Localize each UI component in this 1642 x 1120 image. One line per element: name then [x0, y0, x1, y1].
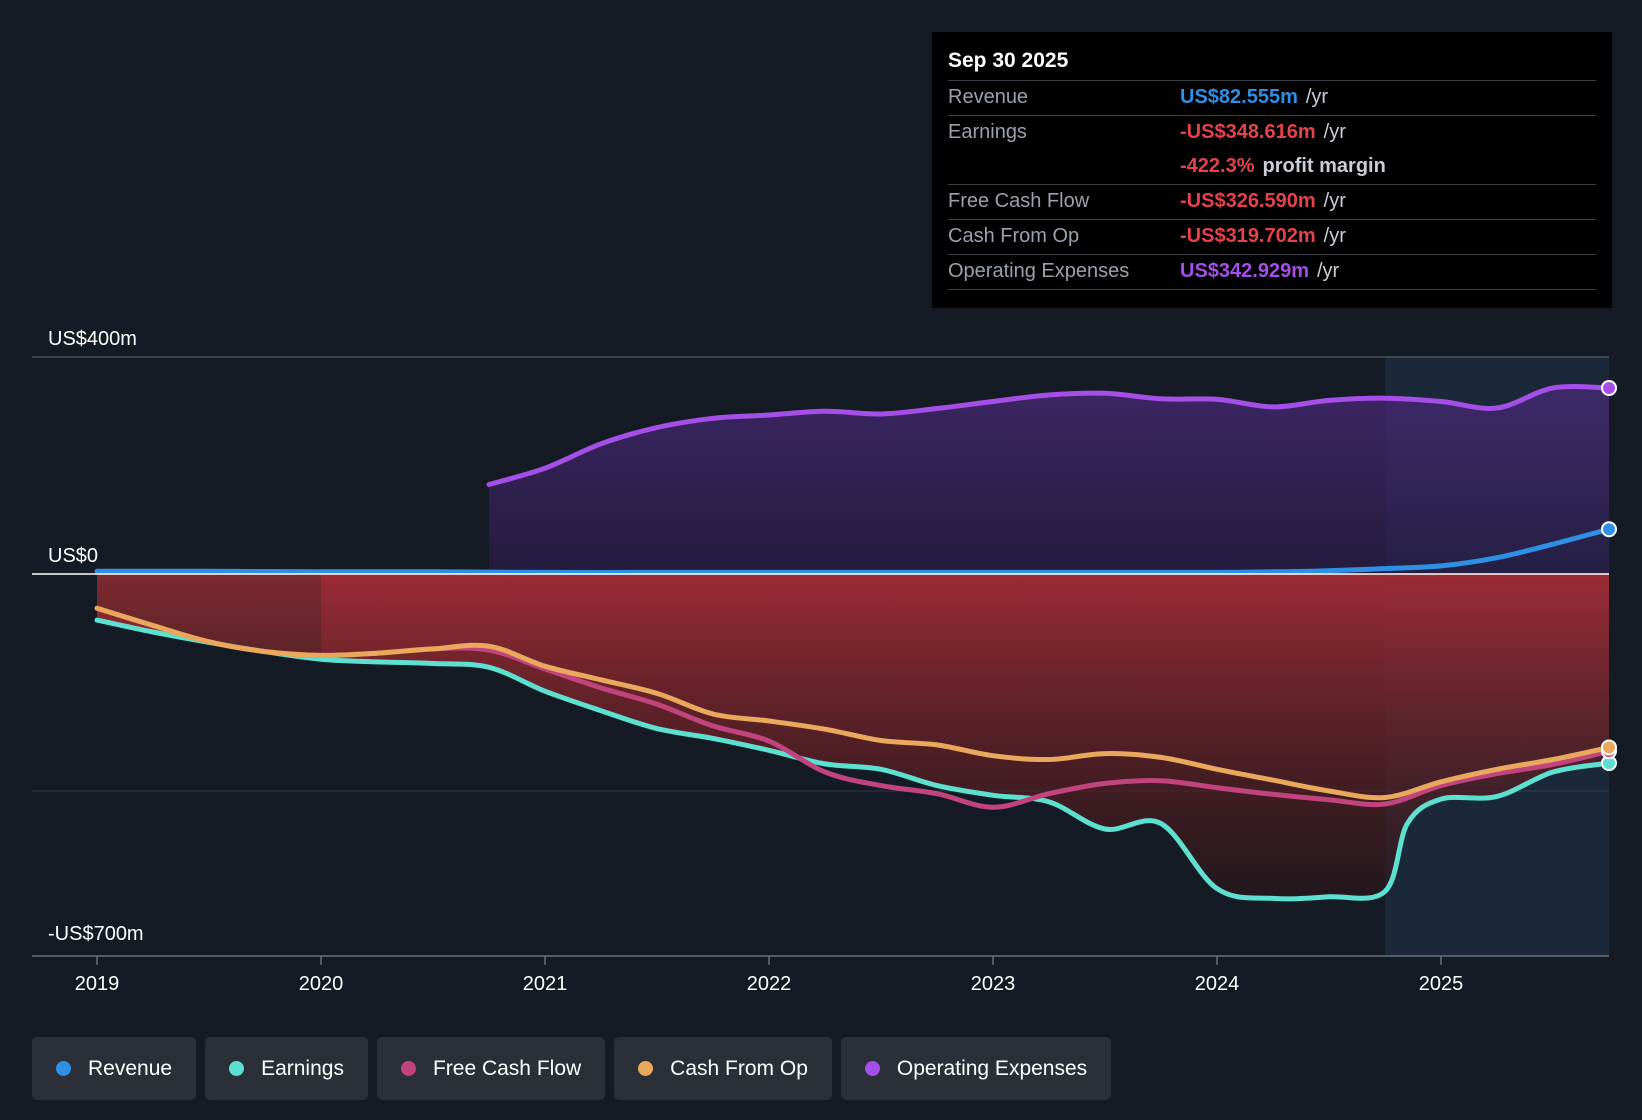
legend-item-free-cash-flow[interactable]: Free Cash Flow	[376, 1037, 606, 1100]
revenue-end-marker	[1601, 521, 1617, 538]
legend-label: Earnings	[261, 1056, 344, 1080]
x-tick-label: 2023	[971, 973, 1016, 995]
legend-label: Operating Expenses	[896, 1056, 1088, 1080]
legend-label: Revenue	[88, 1056, 173, 1080]
early-cash-flow-area	[97, 574, 321, 656]
tooltip-row-earnings: Earnings -US$348.616m /yr	[948, 115, 1596, 150]
tooltip-row-revenue: Revenue US$82.555m /yr	[948, 80, 1596, 115]
cash-from-op-line	[94, 605, 1612, 801]
y-axis-label: US$0	[48, 545, 98, 567]
operating-expenses-area	[489, 386, 1609, 574]
tooltip-unit: profit margin	[1262, 155, 1386, 177]
legend-item-earnings[interactable]: Earnings	[205, 1037, 368, 1100]
tooltip-value: US$82.555m	[1180, 86, 1298, 108]
tooltip-row-free-cash-flow: Free Cash Flow -US$326.590m /yr	[948, 184, 1596, 219]
legend-label: Free Cash Flow	[432, 1056, 582, 1080]
x-tick-label: 2019	[75, 973, 120, 995]
earnings-dot-icon	[229, 1061, 245, 1076]
tooltip-label: Free Cash Flow	[948, 190, 1090, 212]
cash-from-op-end-marker	[1601, 739, 1617, 756]
earnings-line	[94, 617, 1612, 902]
x-tick-label: 2020	[299, 973, 344, 995]
legend: Revenue Earnings Free Cash Flow Cash Fro…	[32, 1037, 1112, 1100]
tooltip-value: -US$326.590m	[1180, 190, 1316, 212]
tooltip-label: Earnings	[948, 121, 1027, 143]
tooltip-unit: /yr	[1316, 260, 1340, 282]
legend-label: Cash From Op	[670, 1056, 808, 1080]
legend-item-cash-from-op[interactable]: Cash From Op	[614, 1037, 832, 1100]
operating-expenses-line	[486, 383, 1612, 487]
tooltip-row-operating-expenses: Operating Expenses US$342.929m /yr	[948, 254, 1596, 290]
x-tick-label: 2024	[1195, 973, 1240, 995]
tooltip-label	[948, 150, 1180, 184]
tooltip-unit: /yr	[1305, 86, 1329, 108]
tooltip-value: -US$319.702m	[1180, 225, 1316, 247]
legend-item-operating-expenses[interactable]: Operating Expenses	[840, 1037, 1112, 1100]
tooltip-label: Operating Expenses	[948, 260, 1130, 282]
tooltip-unit: /yr	[1323, 225, 1346, 247]
y-axis-label: US$400m	[48, 328, 137, 350]
chart-area: US$400m US$0 -US$700m 2019 2020 2021 2022 2023 2…	[32, 328, 1617, 995]
revenue-dot-icon	[56, 1061, 71, 1076]
free-cash-flow-dot-icon	[400, 1061, 416, 1076]
operating-expenses-end-marker	[1601, 379, 1617, 396]
y-axis-label: -US$700m	[48, 923, 144, 945]
x-tick-label: 2025	[1419, 973, 1464, 995]
tooltip-panel: Sep 30 2025 Revenue US$82.555m /yr Earni…	[932, 32, 1612, 308]
cash-from-op-dot-icon	[638, 1061, 654, 1076]
tooltip-unit: /yr	[1323, 190, 1346, 212]
tooltip-value: US$342.929m	[1180, 260, 1309, 282]
operating-expenses-dot-icon	[864, 1061, 880, 1076]
x-tick-label: 2022	[747, 973, 792, 995]
x-tick-label: 2021	[523, 973, 568, 995]
tooltip-label: Revenue	[948, 86, 1029, 108]
legend-item-revenue[interactable]: Revenue	[32, 1037, 197, 1100]
tooltip-row-cash-from-op: Cash From Op -US$319.702m /yr	[948, 219, 1596, 254]
tooltip-date: Sep 30 2025	[948, 49, 1069, 72]
tooltip-row-profit-margin: -422.3% profit margin	[948, 150, 1596, 184]
tooltip-label: Cash From Op	[948, 225, 1080, 247]
revenue-line	[94, 526, 1612, 575]
tooltip-unit: /yr	[1323, 121, 1346, 143]
tooltip-value: -US$348.616m	[1180, 121, 1316, 143]
tooltip-value: -422.3%	[1180, 155, 1255, 177]
